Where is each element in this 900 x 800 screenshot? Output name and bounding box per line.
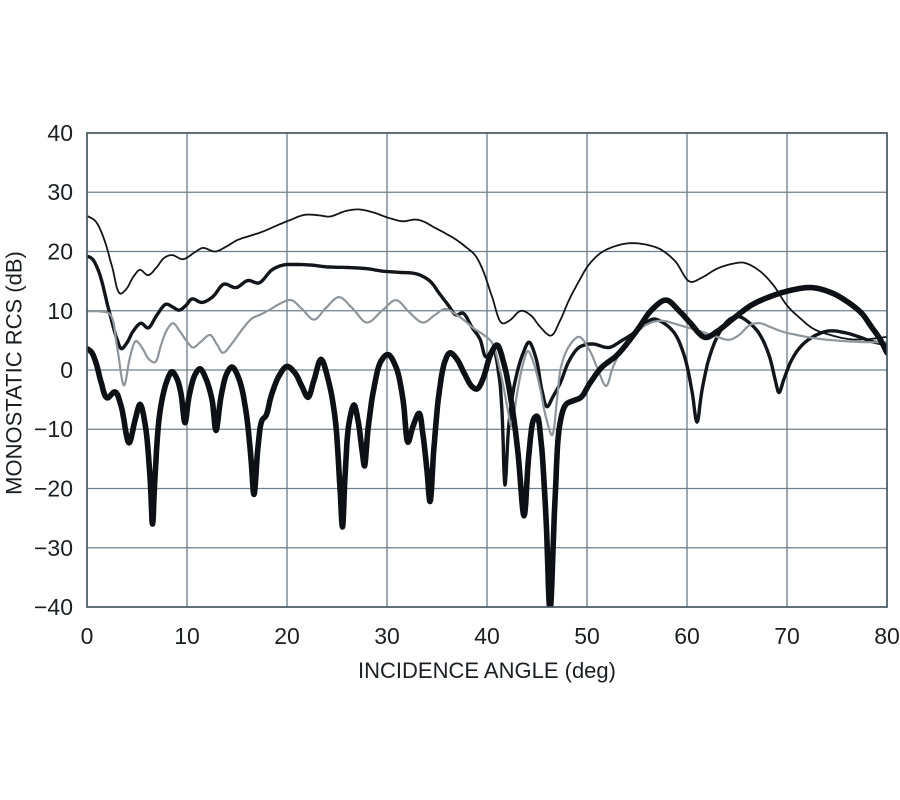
- svg-text:−40: −40: [34, 594, 73, 620]
- svg-text:20: 20: [274, 623, 300, 649]
- svg-text:INCIDENCE ANGLE (deg): INCIDENCE ANGLE (deg): [358, 658, 616, 683]
- svg-text:−30: −30: [34, 535, 73, 561]
- svg-text:10: 10: [174, 623, 200, 649]
- svg-text:80: 80: [874, 623, 900, 649]
- svg-text:MONOSTATIC RCS (dB): MONOSTATIC RCS (dB): [2, 251, 27, 495]
- svg-text:0: 0: [81, 623, 94, 649]
- svg-text:40: 40: [47, 120, 73, 146]
- svg-text:−10: −10: [34, 416, 73, 442]
- svg-text:−20: −20: [34, 476, 73, 502]
- svg-text:40: 40: [474, 623, 500, 649]
- svg-text:0: 0: [60, 357, 73, 383]
- svg-text:50: 50: [574, 623, 600, 649]
- svg-text:70: 70: [774, 623, 800, 649]
- svg-text:30: 30: [47, 179, 73, 205]
- svg-text:10: 10: [47, 298, 73, 324]
- svg-text:20: 20: [47, 239, 73, 265]
- svg-text:60: 60: [674, 623, 700, 649]
- svg-text:30: 30: [374, 623, 400, 649]
